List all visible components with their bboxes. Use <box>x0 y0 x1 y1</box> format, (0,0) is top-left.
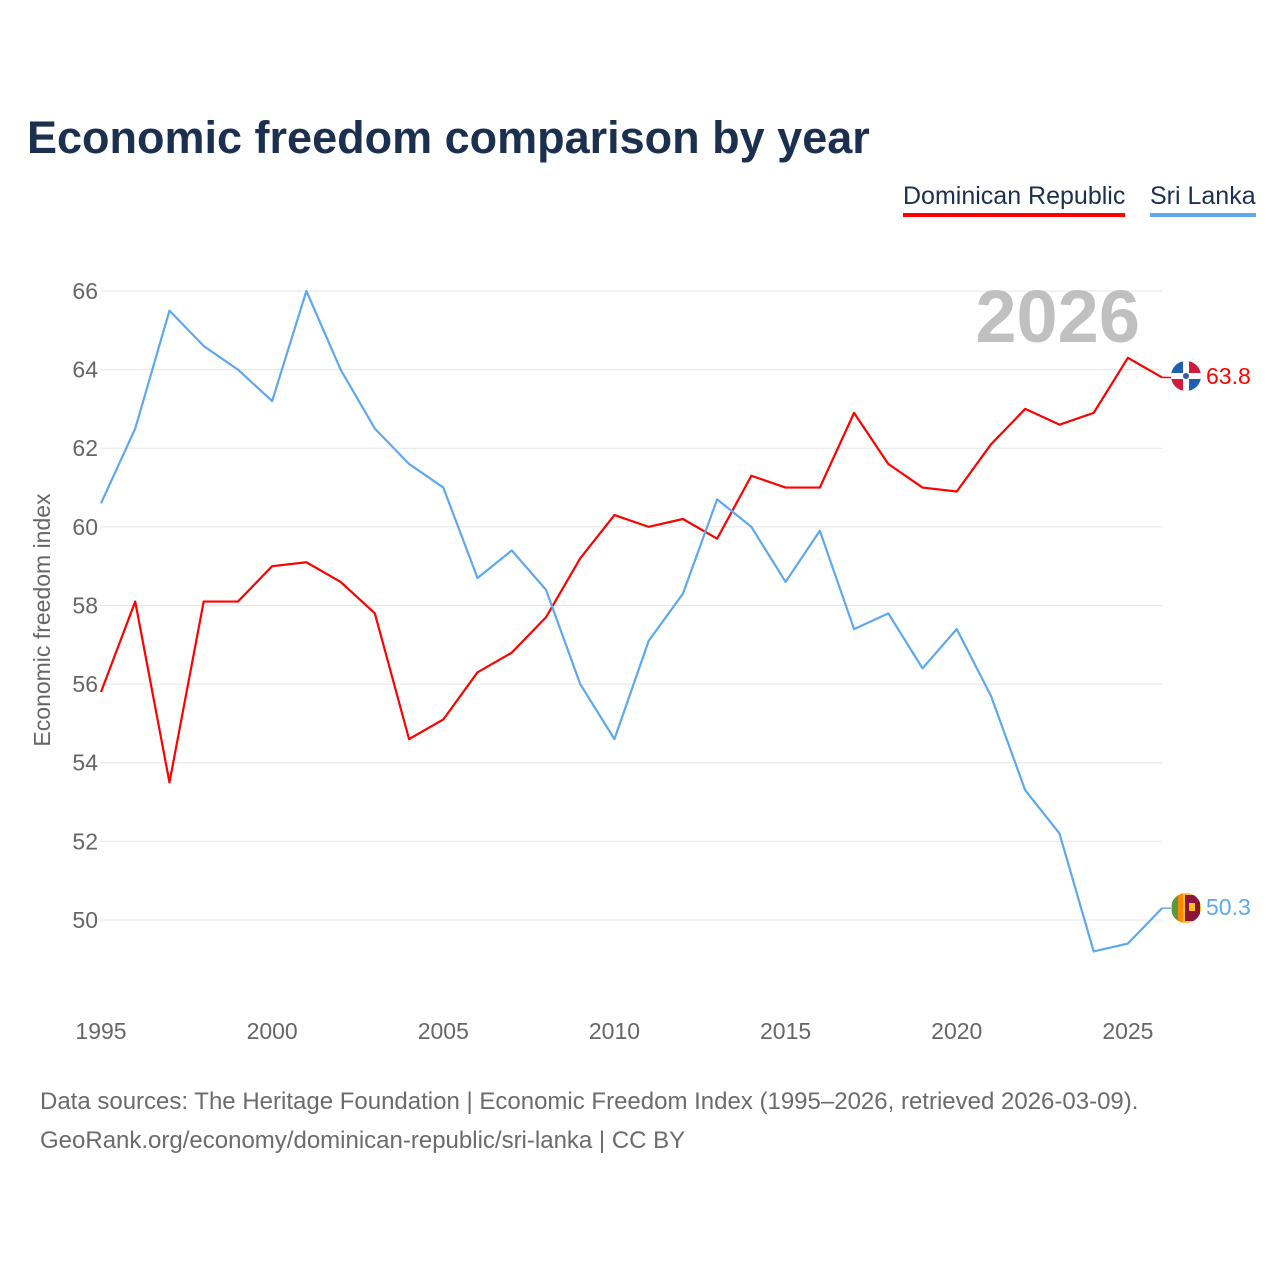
x-tick-label: 2005 <box>418 1018 469 1044</box>
y-tick-label: 60 <box>72 514 98 540</box>
y-tick-label: 58 <box>72 592 98 618</box>
x-tick-label: 2020 <box>931 1018 982 1044</box>
y-tick-label: 66 <box>72 278 98 304</box>
x-tick-label: 1995 <box>75 1018 126 1044</box>
end-label-dominican-republic: 63.8 <box>1206 363 1251 389</box>
y-tick-label: 62 <box>72 435 98 461</box>
series-line-dominican-republic[interactable] <box>99 356 1163 784</box>
sri-lanka-flag-icon <box>1171 893 1201 923</box>
chart-title: Economic freedom comparison by year <box>27 112 870 163</box>
end-label-sri-lanka: 50.3 <box>1206 894 1251 920</box>
y-tick-label: 56 <box>72 671 98 697</box>
x-tick-label: 2010 <box>589 1018 640 1044</box>
footer-link[interactable]: GeoRank.org/economy/dominican-republic/s… <box>40 1127 686 1154</box>
year-watermark: 2026 <box>975 275 1140 358</box>
legend-item-sri-lanka[interactable]: Sri Lanka <box>1150 182 1256 217</box>
x-tick-label: 2025 <box>1102 1018 1153 1044</box>
y-tick-label: 54 <box>72 750 98 776</box>
series-line-sri-lanka[interactable] <box>100 289 1163 953</box>
legend-item-dominican-republic[interactable]: Dominican Republic <box>903 182 1126 217</box>
x-tick-label: 2000 <box>247 1018 298 1044</box>
y-tick-label: 52 <box>72 828 98 854</box>
footer-sources: Data sources: The Heritage Foundation | … <box>40 1088 1139 1115</box>
x-tick-label: 2015 <box>760 1018 811 1044</box>
y-axis-label: Economic freedom index <box>29 493 55 747</box>
y-tick-label: 64 <box>72 357 98 383</box>
y-tick-label: 50 <box>72 907 98 933</box>
dominican-republic-flag-icon <box>1171 361 1201 391</box>
